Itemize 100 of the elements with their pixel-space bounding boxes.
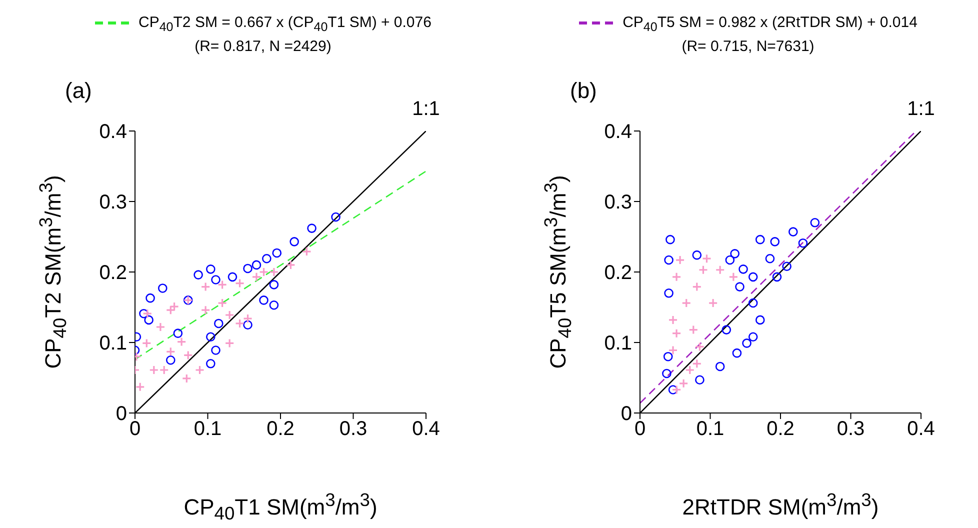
- point: [798, 238, 808, 248]
- point: [688, 325, 698, 335]
- point: [755, 315, 765, 325]
- point: [668, 315, 678, 325]
- point: [262, 254, 272, 264]
- point: [810, 218, 820, 228]
- point: [722, 325, 732, 334]
- x-tick-label: 0.1: [696, 418, 724, 440]
- point: [692, 358, 702, 368]
- point: [146, 293, 155, 303]
- point: [770, 237, 780, 246]
- point: [662, 368, 672, 378]
- point: [702, 254, 712, 264]
- point: [144, 315, 154, 325]
- point: [715, 362, 725, 372]
- point: [135, 382, 145, 392]
- point: [664, 288, 674, 298]
- text: (R= 0.715, N=7631): [680, 38, 816, 55]
- point: [748, 298, 758, 308]
- point: [252, 260, 262, 270]
- point: [742, 338, 752, 348]
- point: [678, 378, 688, 388]
- point: [735, 282, 744, 292]
- x-tick-label: 0.2: [766, 418, 794, 440]
- point: [242, 314, 253, 324]
- point: [252, 272, 262, 282]
- point: [269, 280, 279, 290]
- x-tick-label: 0: [634, 418, 646, 440]
- point: [166, 346, 176, 356]
- x-axis-title: 2RtTDR SM(m$^{3}$/m$^{3}$): [681, 489, 880, 520]
- point: [234, 318, 245, 328]
- y-tick-label: 0.2: [604, 262, 632, 284]
- point: [200, 305, 210, 315]
- point: [243, 264, 252, 274]
- point: [211, 346, 220, 355]
- legend-label: CP$_{40}$T2 SM = 0.667 x (CP$_{40}$T1 SM) + 0.076: [138, 14, 432, 34]
- point: [259, 296, 268, 305]
- text: (b): [570, 78, 597, 104]
- point: [307, 224, 316, 233]
- y-tick-label: 0.2: [99, 262, 127, 284]
- point: [214, 318, 224, 328]
- y-tick-label: 0.3: [604, 192, 632, 214]
- point: [725, 255, 735, 265]
- x-tick-label: 0.3: [339, 418, 368, 440]
- point: [663, 352, 673, 362]
- text: (R= 0.817, N =2429): [194, 38, 332, 55]
- point: [243, 320, 252, 330]
- point: [664, 255, 674, 265]
- point: [692, 282, 702, 292]
- point: [692, 250, 702, 260]
- point: [206, 359, 216, 368]
- point: [224, 338, 234, 348]
- point: [159, 365, 169, 375]
- x-tick-label: 0.2: [266, 418, 294, 440]
- y-tick-label: 0.1: [99, 332, 127, 355]
- point: [194, 365, 205, 375]
- point: [166, 355, 176, 365]
- y-tick-label: 0.4: [99, 121, 127, 144]
- point: [258, 267, 269, 277]
- point: [331, 212, 340, 222]
- y-tick-label: 0.3: [99, 192, 127, 214]
- point: [695, 375, 704, 385]
- point: [730, 249, 740, 258]
- point: [218, 298, 228, 308]
- point: [738, 264, 748, 274]
- point: [788, 227, 798, 236]
- point: [182, 374, 192, 384]
- point: [272, 248, 282, 258]
- legend-label: CP$_{40}$T5 SM = 0.982 x (2RtTDR SM) + 0.014: [622, 14, 918, 34]
- point: [708, 298, 718, 308]
- point: [173, 328, 183, 338]
- point: [682, 298, 692, 308]
- point: [269, 267, 279, 277]
- point: [194, 270, 203, 280]
- point: [715, 265, 725, 275]
- x-axis-title: CP$_{40}$T1 SM(m$^{3}$/m$^{3}$): [182, 489, 378, 525]
- annotation: 1:1: [907, 98, 935, 120]
- point: [668, 345, 678, 356]
- point: [224, 310, 234, 320]
- point: [218, 280, 228, 290]
- point: [732, 348, 742, 358]
- y-tick-label: 0: [116, 403, 127, 426]
- point: [748, 272, 758, 282]
- point: [234, 278, 245, 288]
- point: [158, 284, 168, 293]
- point: [169, 302, 180, 312]
- point: [142, 338, 152, 348]
- point: [728, 272, 738, 282]
- point: [290, 237, 299, 246]
- point: [200, 282, 210, 292]
- text: (a): [65, 78, 92, 104]
- point: [156, 322, 166, 332]
- x-tick-label: 0: [129, 418, 141, 440]
- point: [228, 272, 238, 282]
- point: [149, 365, 159, 375]
- point: [782, 262, 792, 272]
- point: [269, 300, 279, 310]
- point: [675, 255, 685, 265]
- y-tick-label: 0.1: [604, 332, 632, 355]
- x-tick-label: 0.3: [836, 418, 865, 440]
